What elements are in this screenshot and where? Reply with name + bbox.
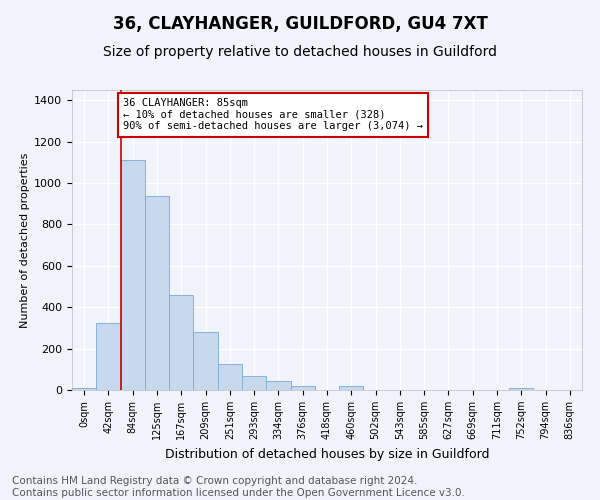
Text: Contains HM Land Registry data © Crown copyright and database right 2024.
Contai: Contains HM Land Registry data © Crown c…	[12, 476, 465, 498]
Bar	[218, 364, 242, 390]
Bar	[290, 386, 315, 390]
Bar	[96, 323, 121, 390]
Bar	[193, 332, 218, 390]
Bar	[72, 388, 96, 390]
Bar	[121, 160, 145, 390]
Bar	[509, 388, 533, 390]
Text: 36, CLAYHANGER, GUILDFORD, GU4 7XT: 36, CLAYHANGER, GUILDFORD, GU4 7XT	[113, 15, 487, 33]
Bar	[169, 295, 193, 390]
Bar	[242, 376, 266, 390]
Bar	[266, 380, 290, 390]
Bar	[145, 196, 169, 390]
Bar	[339, 386, 364, 390]
X-axis label: Distribution of detached houses by size in Guildford: Distribution of detached houses by size …	[165, 448, 489, 460]
Text: Size of property relative to detached houses in Guildford: Size of property relative to detached ho…	[103, 45, 497, 59]
Text: 36 CLAYHANGER: 85sqm
← 10% of detached houses are smaller (328)
90% of semi-deta: 36 CLAYHANGER: 85sqm ← 10% of detached h…	[123, 98, 423, 132]
Y-axis label: Number of detached properties: Number of detached properties	[20, 152, 30, 328]
